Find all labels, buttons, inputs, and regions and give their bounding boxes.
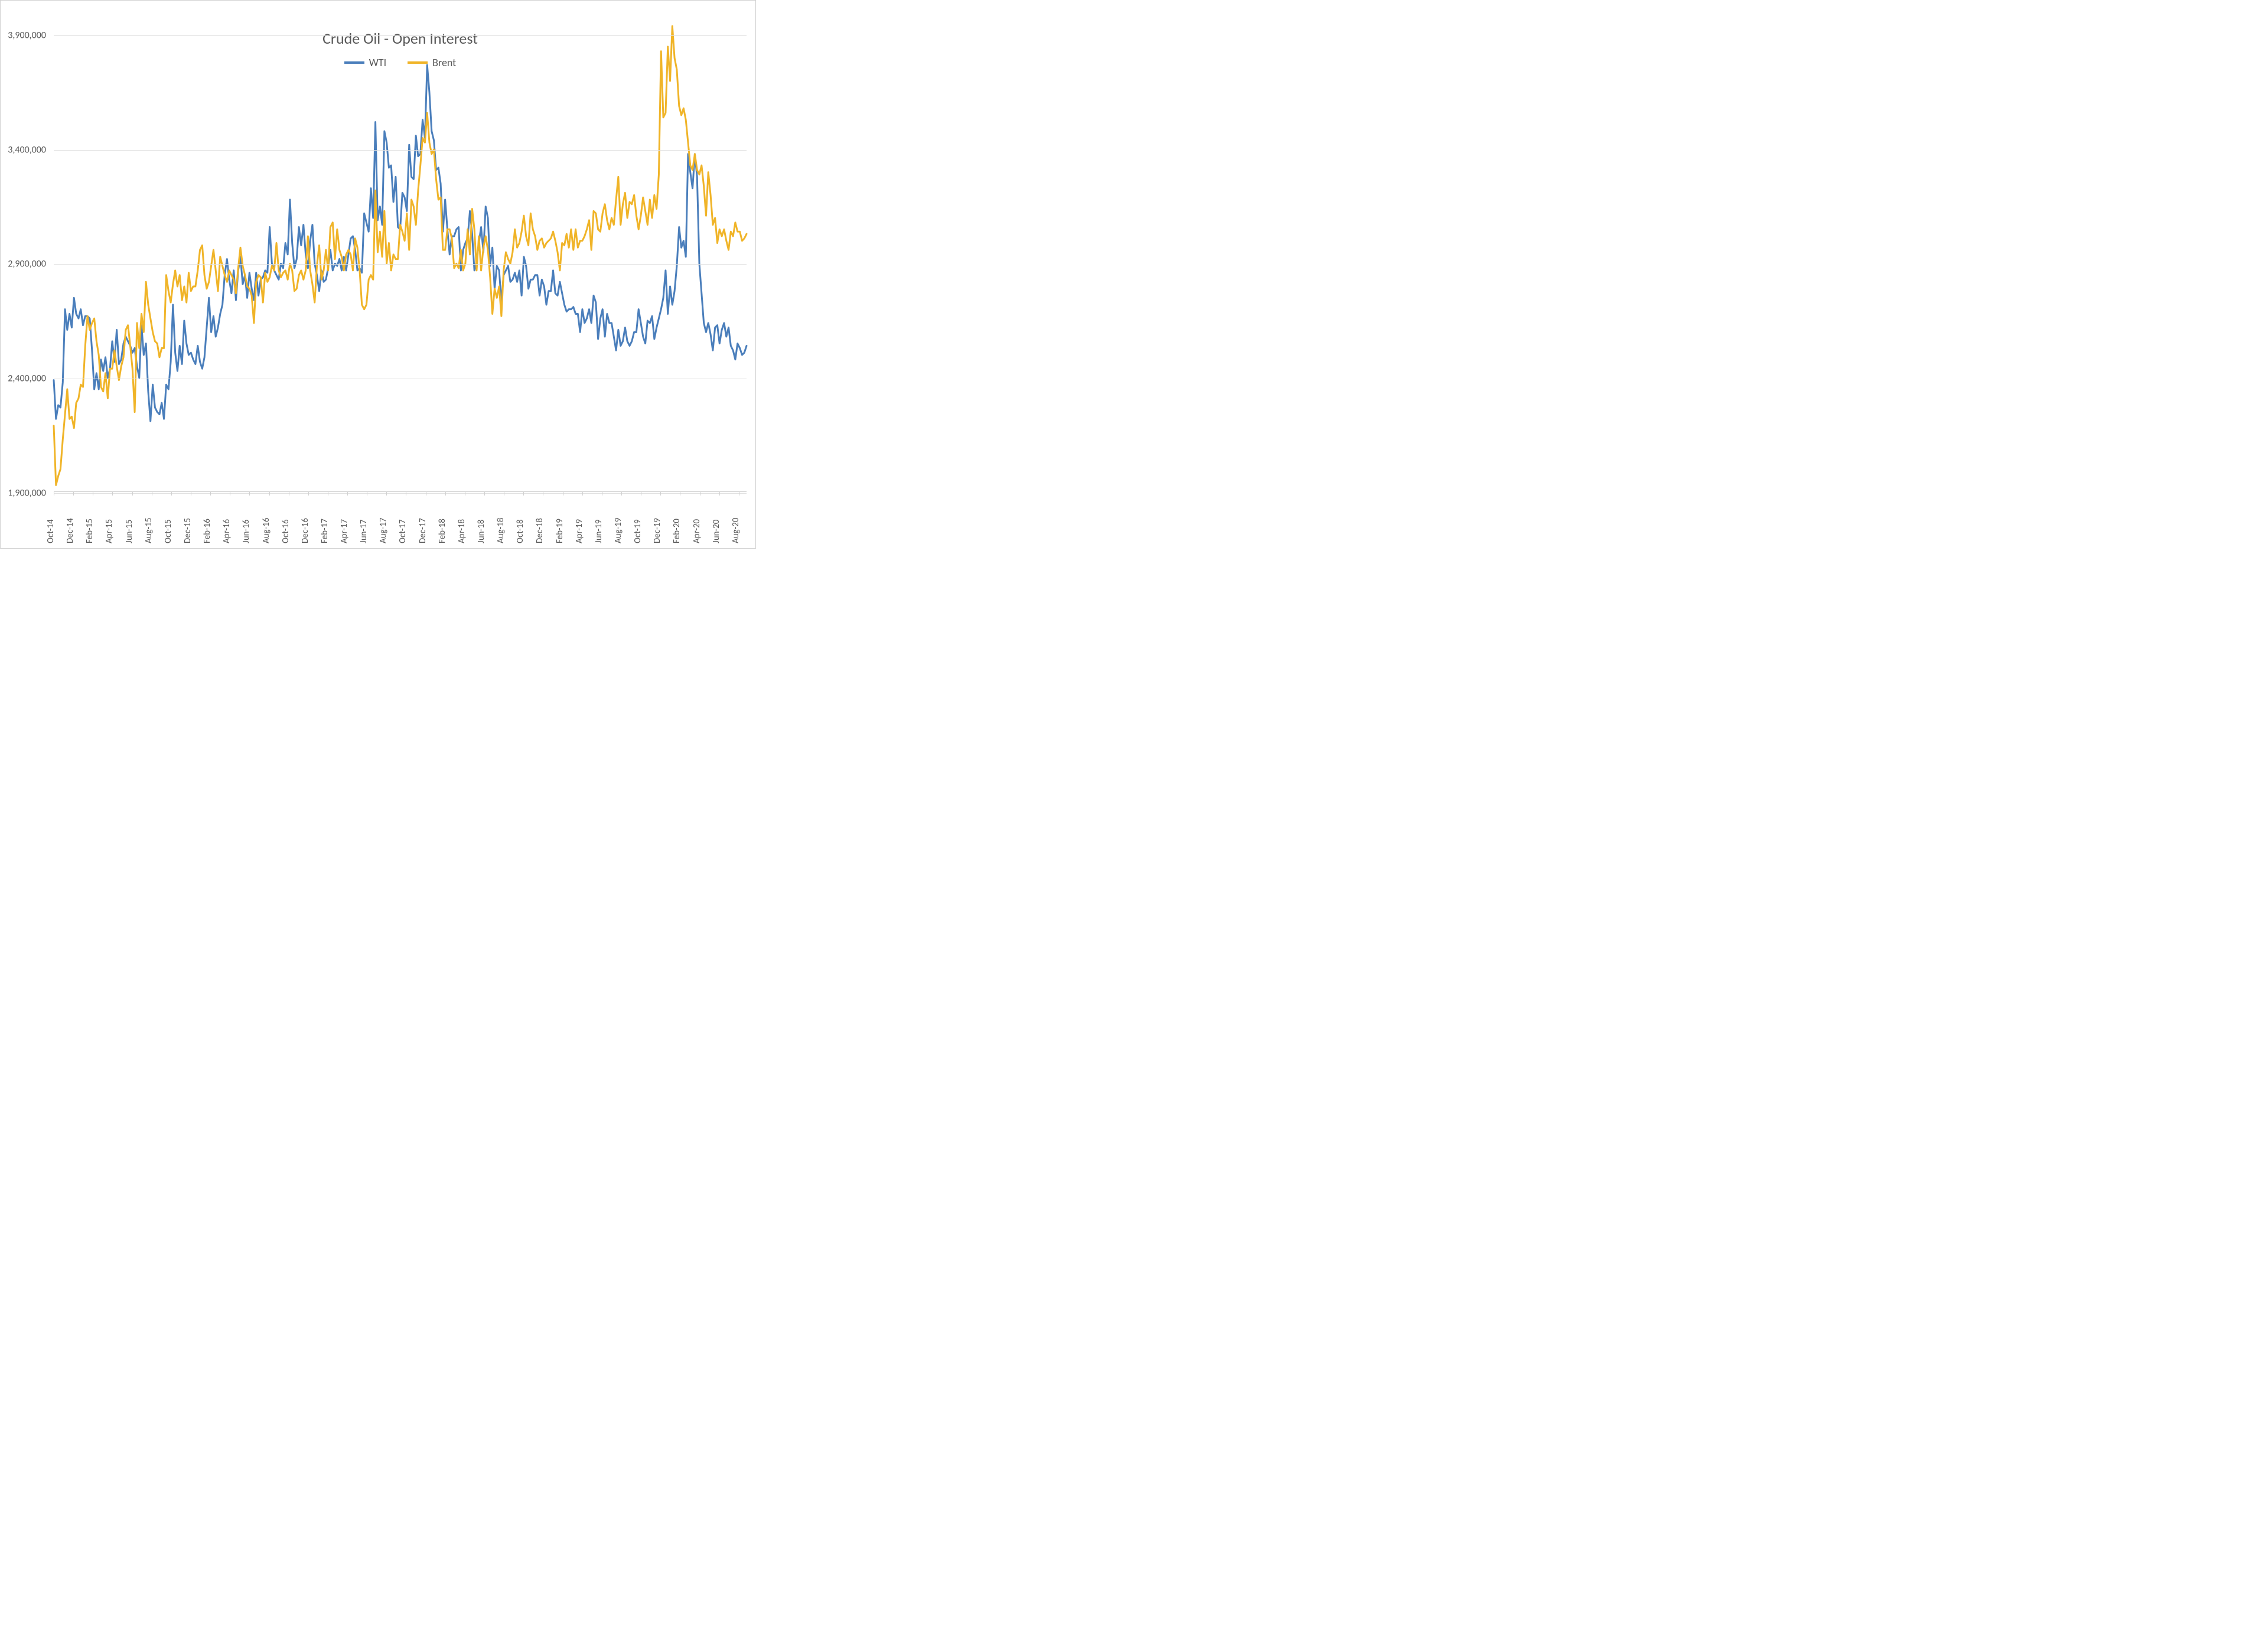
x-tick-mark — [719, 492, 720, 496]
x-tick-label: Dec-18 — [535, 518, 545, 543]
x-tick-mark — [112, 492, 113, 496]
x-tick-label: Aug-15 — [144, 518, 154, 543]
x-tick-label: Oct-18 — [515, 519, 526, 543]
x-axis: Oct-14Dec-14Feb-15Apr-15Jun-15Aug-15Oct-… — [54, 492, 747, 548]
x-tick-mark — [73, 492, 74, 496]
series-line-wti — [54, 65, 747, 421]
x-tick-label: Aug-16 — [261, 518, 272, 543]
gridline — [54, 35, 747, 36]
x-tick-label: Jun-16 — [241, 520, 252, 543]
x-tick-label: Oct-15 — [163, 519, 174, 543]
x-tick-mark — [660, 492, 661, 496]
x-tick-mark — [386, 492, 387, 496]
chart-svg — [54, 12, 747, 492]
x-tick-label: Aug-18 — [496, 518, 506, 543]
x-tick-mark — [269, 492, 270, 496]
x-tick-label: Jun-20 — [711, 520, 722, 543]
x-tick-mark — [210, 492, 211, 496]
x-tick-label: Aug-19 — [613, 518, 624, 543]
x-tick-mark — [445, 492, 446, 496]
x-tick-label: Feb-20 — [672, 519, 682, 543]
x-tick-label: Aug-20 — [731, 518, 741, 543]
x-tick-label: Apr-18 — [457, 519, 467, 543]
x-tick-label: Feb-19 — [555, 519, 565, 543]
x-tick-mark — [308, 492, 309, 496]
x-tick-label: Dec-19 — [652, 518, 663, 543]
x-tick-label: Jun-17 — [359, 520, 369, 543]
x-tick-label: Oct-19 — [633, 519, 643, 543]
x-tick-mark — [523, 492, 524, 496]
x-tick-label: Oct-14 — [45, 519, 56, 543]
x-tick-label: Feb-16 — [202, 519, 213, 543]
x-tick-label: Apr-17 — [339, 519, 350, 543]
x-tick-label: Dec-15 — [183, 518, 193, 543]
plot-area: Crude Oil - Open Interest WTIBrent — [54, 12, 747, 492]
x-tick-label: Oct-16 — [281, 519, 291, 543]
x-tick-label: Feb-15 — [84, 519, 95, 543]
x-tick-mark — [132, 492, 133, 496]
x-tick-label: Dec-16 — [300, 518, 311, 543]
x-tick-label: Apr-20 — [692, 519, 702, 543]
x-tick-label: Dec-17 — [418, 518, 428, 543]
x-tick-label: Aug-17 — [378, 518, 389, 543]
x-tick-mark — [171, 492, 172, 496]
x-tick-mark — [582, 492, 583, 496]
y-tick-label: 1,900,000 — [0, 488, 46, 499]
x-tick-mark — [347, 492, 348, 496]
x-tick-label: Dec-14 — [65, 518, 76, 543]
y-tick-label: 3,900,000 — [0, 30, 46, 41]
x-tick-mark — [249, 492, 250, 496]
y-tick-label: 3,400,000 — [0, 144, 46, 155]
gridline — [54, 264, 747, 265]
x-tick-label: Apr-19 — [574, 519, 585, 543]
y-tick-label: 2,400,000 — [0, 373, 46, 384]
series-line-brent — [54, 26, 747, 485]
y-tick-label: 2,900,000 — [0, 259, 46, 270]
x-tick-label: Apr-16 — [221, 519, 232, 543]
x-tick-mark — [621, 492, 622, 496]
x-tick-label: Oct-17 — [397, 519, 408, 543]
y-axis: 1,900,0002,400,0002,900,0003,400,0003,90… — [1, 12, 51, 492]
x-tick-label: Apr-15 — [104, 519, 115, 543]
x-tick-mark — [484, 492, 485, 496]
gridline — [54, 150, 747, 151]
x-tick-label: Jun-19 — [594, 520, 604, 543]
chart-container: 1,900,000 2,400,000 2,900,000 3,400,000 3,90… — [0, 0, 756, 549]
x-tick-label: Feb-17 — [320, 519, 330, 543]
x-tick-label: Jun-18 — [476, 520, 487, 543]
x-tick-label: Jun-15 — [124, 520, 135, 543]
x-tick-label: Feb-18 — [437, 519, 448, 543]
